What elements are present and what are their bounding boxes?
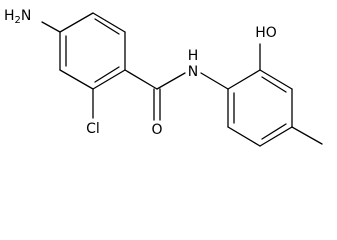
- bond: [124, 69, 158, 90]
- bond: [94, 66, 120, 83]
- bond: [59, 69, 94, 90]
- bond: [291, 126, 323, 145]
- bond: [259, 126, 293, 147]
- bond: [92, 69, 126, 90]
- oxygen-label: O: [151, 122, 162, 138]
- nitrogen-h-label: H: [188, 48, 199, 64]
- bond: [259, 69, 293, 90]
- chlorine-label: Cl: [86, 121, 100, 137]
- molecule-diagram: H2N Cl O N H HO: [4, 8, 323, 147]
- bond: [156, 72, 186, 90]
- bond: [261, 76, 287, 93]
- bond: [59, 12, 94, 33]
- bond: [261, 123, 287, 140]
- amine-label: H2N: [4, 8, 31, 26]
- nitrogen-label: N: [188, 64, 198, 80]
- hydroxyl-label: HO: [255, 25, 277, 41]
- amine-n: N: [21, 8, 31, 24]
- bond: [41, 21, 61, 33]
- bond: [200, 72, 229, 90]
- amine-subscript: 2: [15, 15, 21, 26]
- bond: [94, 18, 120, 35]
- bond: [227, 69, 261, 90]
- bond: [227, 126, 261, 147]
- bonds: [41, 12, 323, 147]
- amine-h: H: [4, 8, 15, 24]
- bond: [92, 12, 126, 33]
